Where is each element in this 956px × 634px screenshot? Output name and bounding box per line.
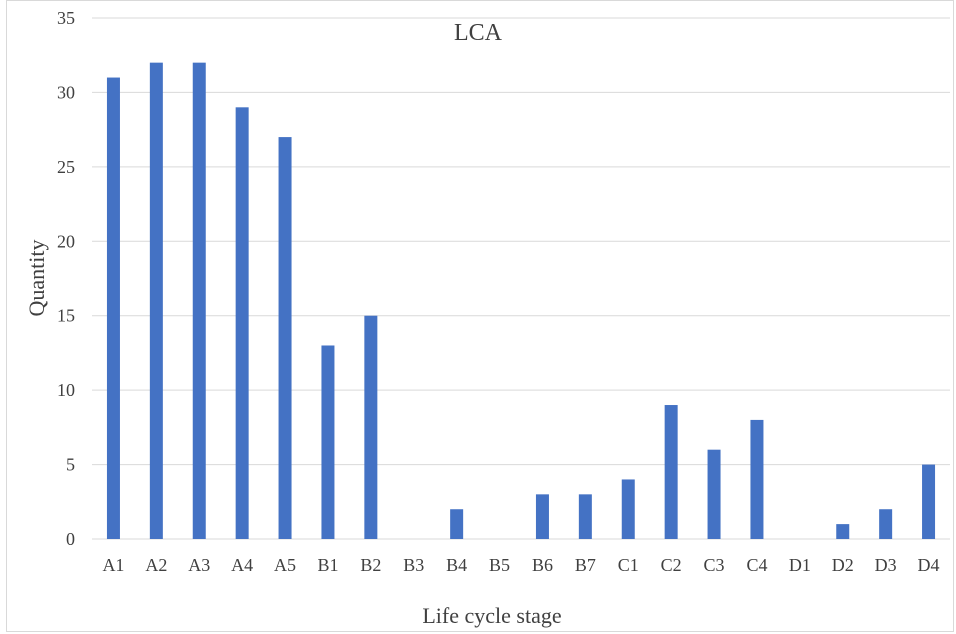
x-tick-label: A3	[188, 555, 210, 575]
bar-b6	[535, 494, 549, 539]
y-tick-label: 30	[57, 82, 75, 102]
chart-title: LCA	[454, 20, 503, 46]
y-axis-label: Quantity	[24, 240, 49, 317]
x-tick-label: C4	[746, 555, 767, 575]
bar-c2	[664, 405, 678, 539]
y-tick-label: 25	[57, 157, 75, 177]
x-tick-label: B7	[575, 555, 596, 575]
x-axis-ticks: A1 A2 A3 A4 A5 B1 B2 B3 B4 B5 B6 B7 C1 C2 C3 C4 D1 D2 D3 D4	[102, 555, 939, 575]
y-tick-label: 15	[57, 306, 75, 326]
bar-b1	[321, 345, 335, 539]
bar-a3	[192, 62, 206, 540]
x-tick-label: B6	[532, 555, 553, 575]
bar-d2	[836, 524, 850, 539]
bar-a5	[278, 137, 292, 540]
bar-b7	[578, 494, 592, 539]
x-tick-label: B2	[360, 555, 381, 575]
y-axis-ticks: 0 5 10 15 20 25 30 35	[57, 8, 75, 549]
x-tick-label: A4	[231, 555, 253, 575]
bar-d4	[922, 464, 936, 539]
x-tick-label: B1	[317, 555, 338, 575]
bar-d3	[879, 509, 893, 539]
bar-c3	[707, 449, 721, 539]
x-tick-label: B4	[446, 555, 467, 575]
y-tick-label: 0	[66, 529, 75, 549]
x-tick-label: D1	[789, 555, 811, 575]
x-tick-label: A5	[274, 555, 296, 575]
bar-b4	[450, 509, 464, 539]
x-tick-label: B5	[489, 555, 510, 575]
bar-a2	[149, 62, 163, 540]
x-tick-label: A2	[145, 555, 167, 575]
x-tick-label: C3	[704, 555, 725, 575]
x-tick-label: A1	[102, 555, 124, 575]
x-axis-label: Life cycle stage	[422, 603, 561, 628]
y-tick-label: 20	[57, 231, 75, 251]
bar-c4	[750, 419, 764, 539]
x-tick-label: D2	[832, 555, 854, 575]
x-tick-label: B3	[403, 555, 424, 575]
bar-a4	[235, 107, 249, 540]
x-tick-label: C2	[661, 555, 682, 575]
x-tick-label: D4	[918, 555, 940, 575]
grid-lines	[92, 17, 950, 540]
bar-c1	[621, 479, 635, 539]
x-tick-label: D3	[875, 555, 897, 575]
bar-b2	[364, 315, 378, 539]
bars	[106, 62, 936, 540]
y-tick-label: 5	[66, 455, 75, 475]
y-tick-label: 10	[57, 380, 75, 400]
x-tick-label: C1	[618, 555, 639, 575]
bar-a1	[106, 77, 120, 540]
y-tick-label: 35	[57, 8, 75, 28]
